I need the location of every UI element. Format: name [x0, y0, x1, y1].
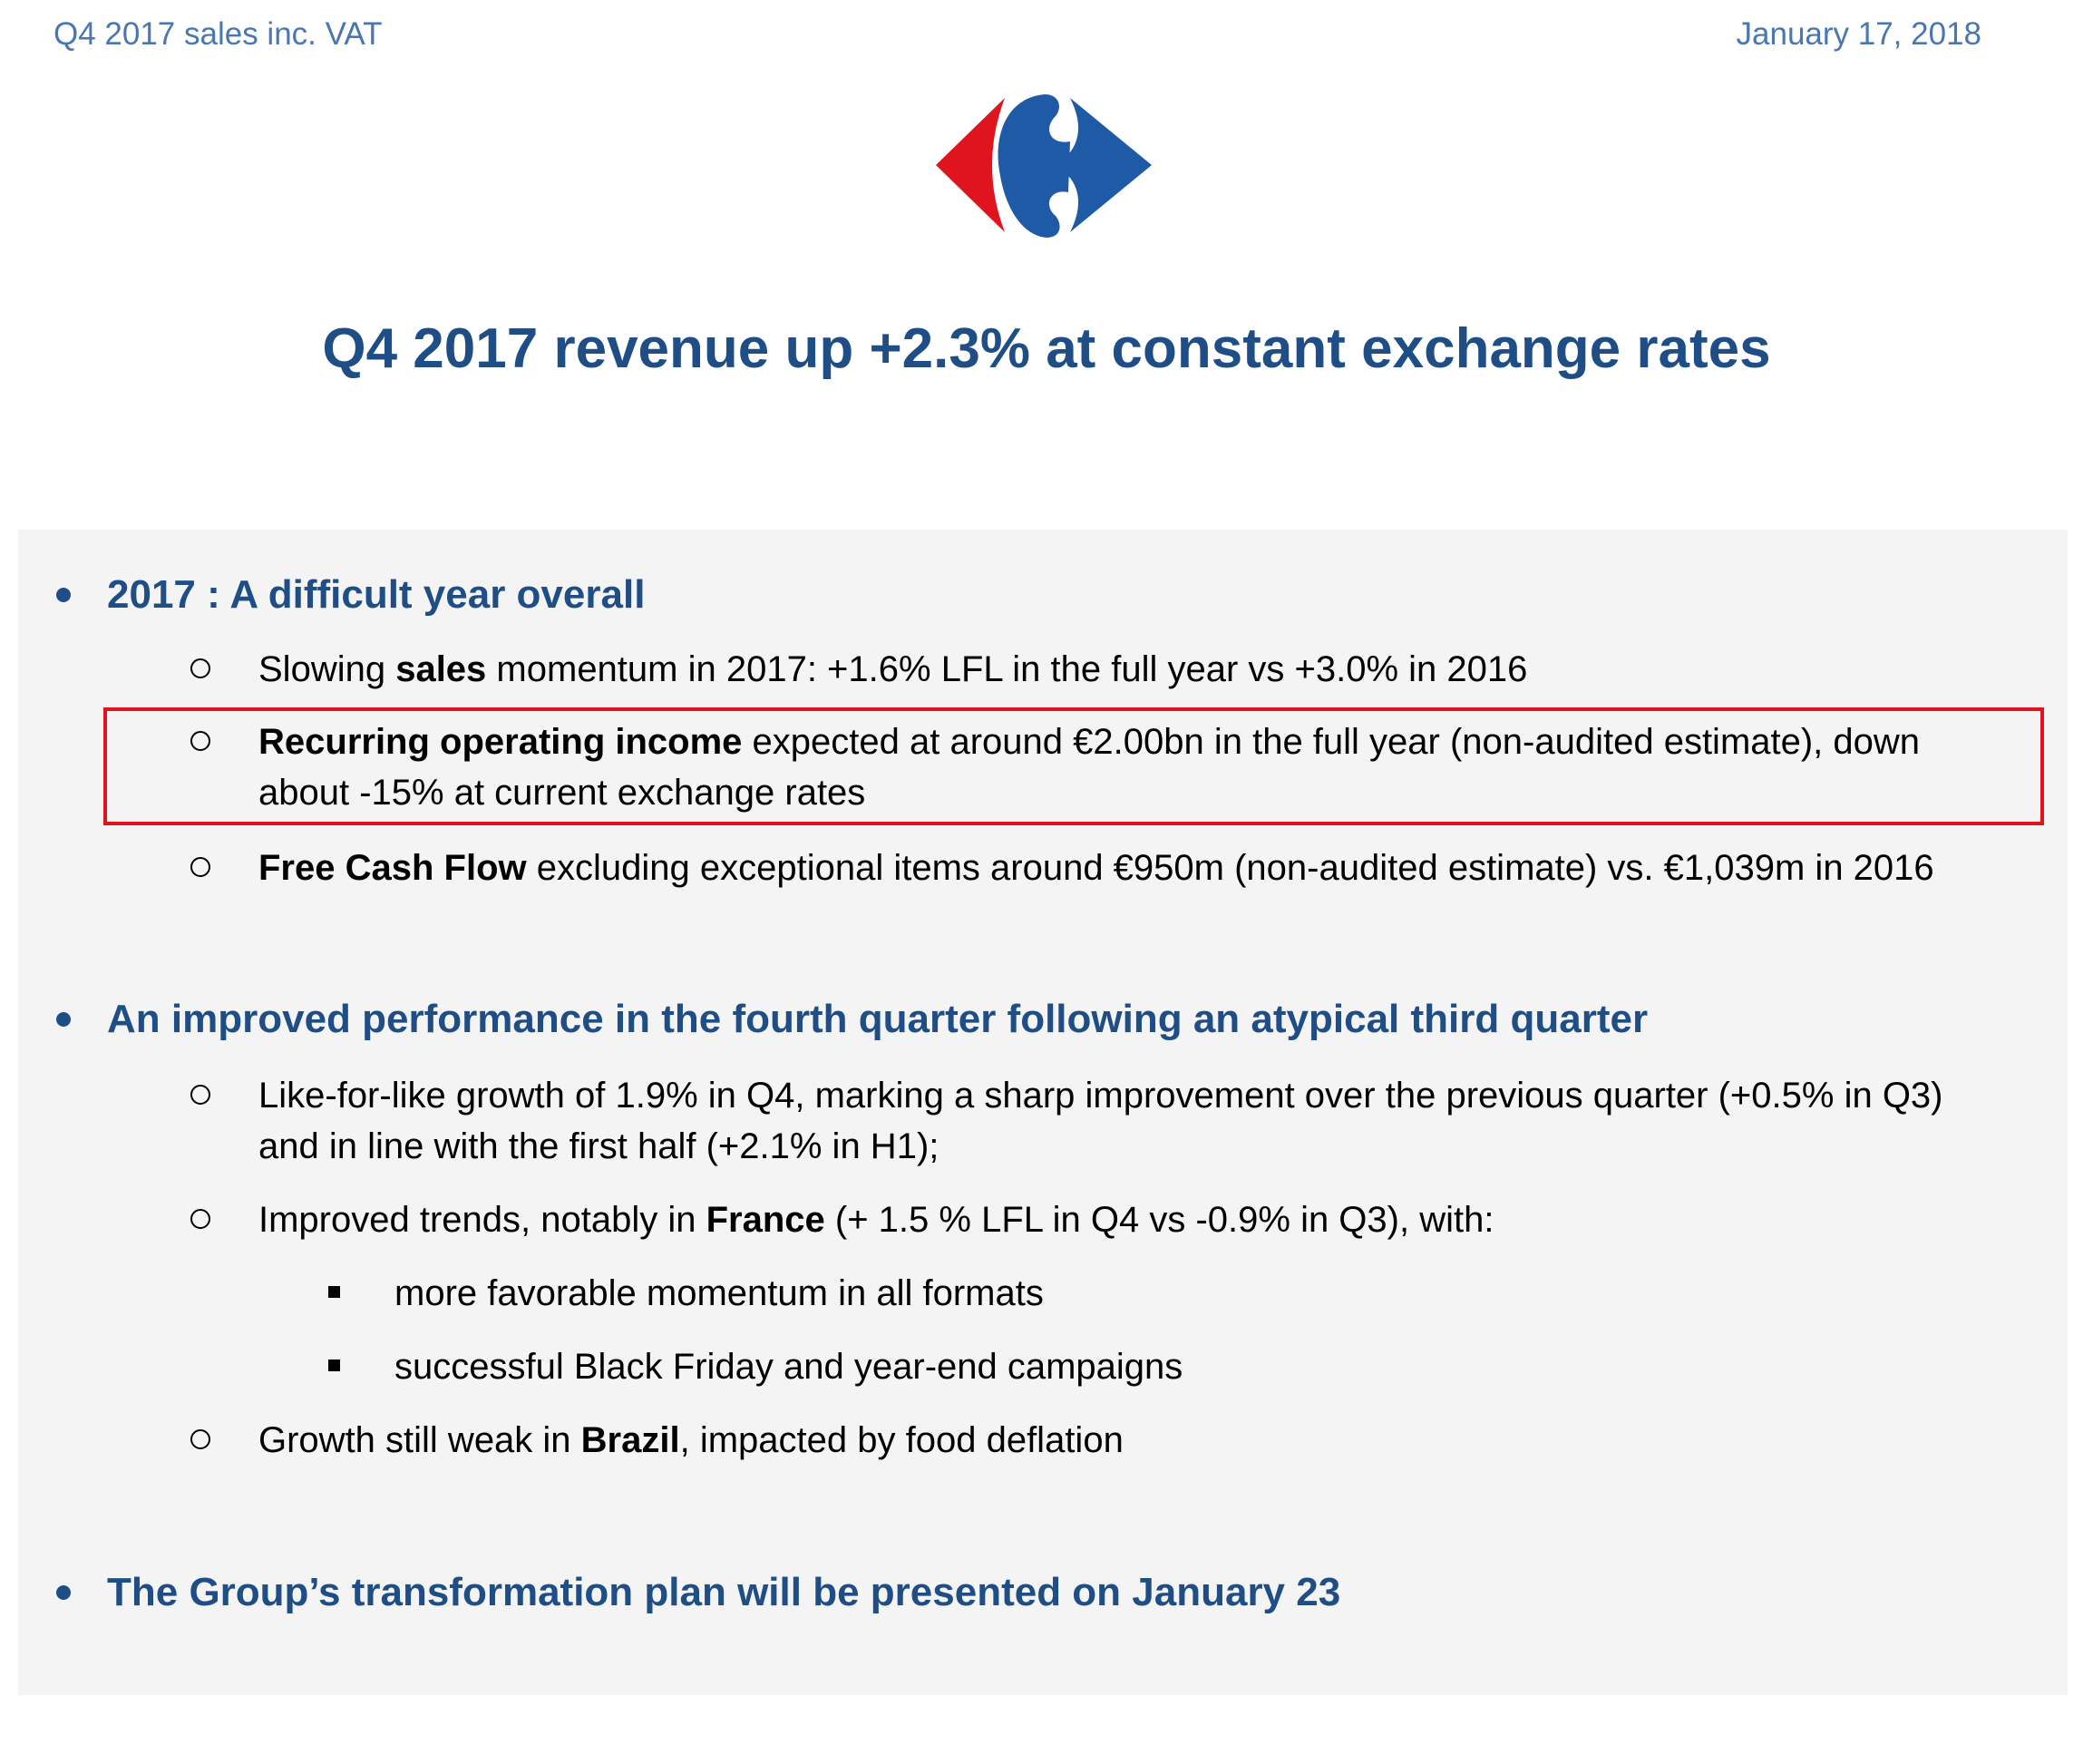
circle-bullet-icon [190, 1209, 210, 1229]
bullet-icon [56, 1012, 71, 1027]
circle-bullet-icon [190, 1429, 210, 1449]
circle-bullet-icon [190, 1085, 210, 1105]
square-bullet-icon [328, 1286, 340, 1298]
circle-bullet-icon [190, 731, 210, 751]
circle-bullet-icon [190, 658, 210, 678]
header-date: January 17, 2018 [1736, 16, 1981, 52]
square-bullet-icon [328, 1360, 340, 1371]
bullet-icon [56, 588, 71, 602]
circle-bullet-icon [190, 857, 210, 877]
bullet-icon [56, 1585, 71, 1600]
highlight-box [103, 707, 2044, 825]
summary-panel [18, 530, 2068, 1695]
page-title: Q4 2017 revenue up +2.3% at constant exc… [322, 317, 1771, 380]
header-document-label: Q4 2017 sales inc. VAT [54, 16, 383, 52]
carrefour-logo-icon [936, 94, 1152, 238]
